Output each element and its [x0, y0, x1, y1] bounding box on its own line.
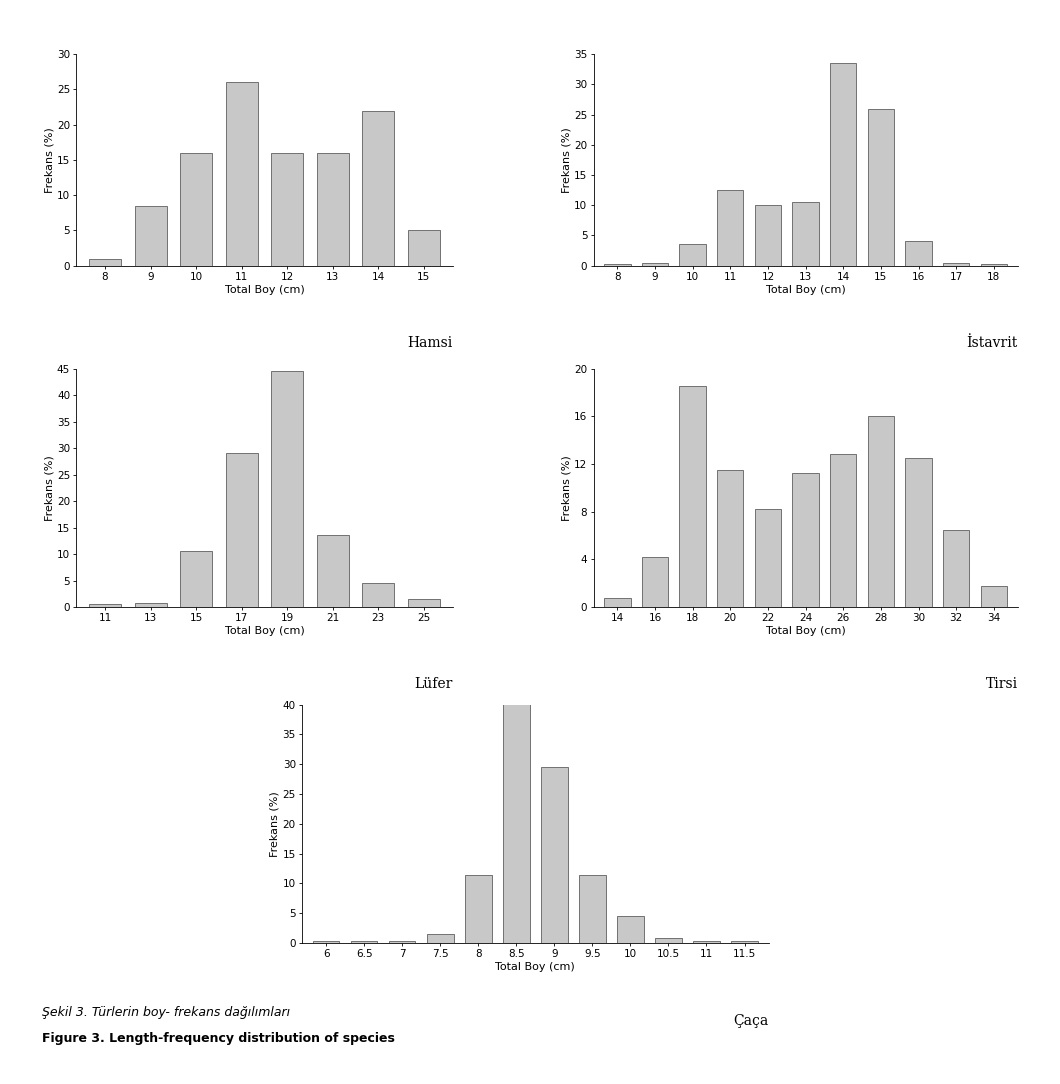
Bar — [731, 941, 758, 943]
Bar — [271, 371, 303, 607]
Bar — [604, 597, 631, 607]
Bar — [180, 552, 212, 607]
Bar — [980, 263, 1007, 266]
X-axis label: Total Boy (cm): Total Boy (cm) — [765, 627, 846, 636]
Bar — [755, 509, 781, 607]
Text: Hamsi: Hamsi — [407, 336, 453, 350]
Text: Figure 3. Length-frequency distribution of species: Figure 3. Length-frequency distribution … — [42, 1032, 395, 1045]
Bar — [617, 916, 643, 943]
Bar — [541, 767, 568, 943]
Bar — [226, 82, 258, 266]
Bar — [830, 454, 856, 607]
Bar — [679, 386, 706, 607]
Bar — [226, 453, 258, 607]
X-axis label: Total Boy (cm): Total Boy (cm) — [225, 627, 304, 636]
Bar — [604, 263, 631, 266]
Bar — [905, 457, 932, 607]
X-axis label: Total Boy (cm): Total Boy (cm) — [765, 285, 846, 295]
Bar — [980, 585, 1007, 607]
Text: Tirsi: Tirsi — [986, 678, 1018, 692]
Bar — [943, 262, 970, 266]
Y-axis label: Frekans (%): Frekans (%) — [270, 791, 280, 856]
Bar — [793, 474, 818, 607]
Bar — [465, 875, 492, 943]
X-axis label: Total Boy (cm): Total Boy (cm) — [495, 963, 576, 972]
Bar — [502, 701, 530, 943]
Bar — [408, 231, 440, 266]
Bar — [135, 206, 166, 266]
Y-axis label: Frekans (%): Frekans (%) — [562, 127, 571, 193]
Bar — [427, 934, 454, 943]
Bar — [693, 941, 720, 943]
Bar — [679, 245, 706, 266]
Y-axis label: Frekans (%): Frekans (%) — [562, 455, 571, 520]
Bar — [905, 242, 932, 266]
Bar — [89, 259, 121, 266]
Bar — [363, 583, 394, 607]
Bar — [868, 416, 894, 607]
Text: Çaça: Çaça — [734, 1014, 768, 1028]
Y-axis label: Frekans (%): Frekans (%) — [45, 455, 54, 520]
Bar — [363, 111, 394, 266]
Y-axis label: Frekans (%): Frekans (%) — [45, 127, 54, 193]
Bar — [830, 63, 856, 266]
Bar — [89, 605, 121, 607]
Bar — [868, 108, 894, 266]
Bar — [313, 941, 339, 943]
Bar — [943, 530, 970, 607]
Bar — [655, 939, 682, 943]
X-axis label: Total Boy (cm): Total Boy (cm) — [225, 285, 304, 295]
Text: Lüfer: Lüfer — [414, 678, 453, 692]
Bar — [718, 190, 743, 266]
Bar — [408, 599, 440, 607]
Bar — [641, 557, 668, 607]
Text: İstavrit: İstavrit — [967, 336, 1018, 350]
Bar — [579, 875, 605, 943]
Bar — [271, 153, 303, 266]
Text: Şekil 3. Türlerin boy- frekans dağılımları: Şekil 3. Türlerin boy- frekans dağılımla… — [42, 1006, 290, 1019]
Bar — [317, 153, 349, 266]
Bar — [793, 203, 818, 266]
Bar — [641, 262, 668, 266]
Bar — [389, 941, 416, 943]
Bar — [718, 470, 743, 607]
Bar — [317, 535, 349, 607]
Bar — [135, 603, 166, 607]
Bar — [351, 941, 377, 943]
Bar — [755, 205, 781, 266]
Bar — [180, 153, 212, 266]
